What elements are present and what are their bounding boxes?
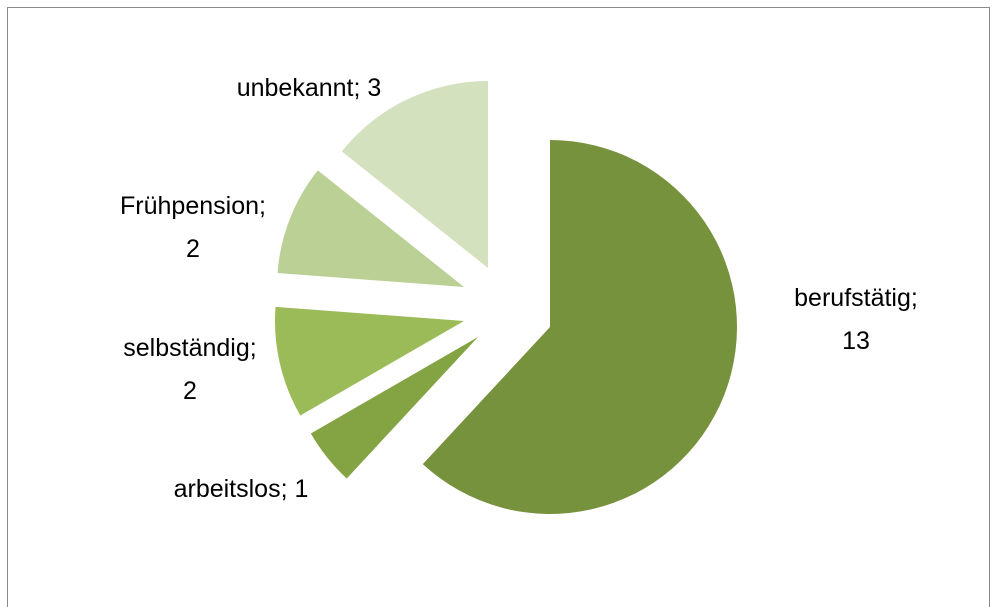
data-label-arbeitslos: arbeitslos; 1 [174, 475, 309, 503]
pie-slice-selbständig [275, 306, 464, 416]
pie-slice-unbekannt [341, 81, 488, 268]
pie-slice-arbeitslos [310, 337, 478, 479]
data-label-frühpension-line-1: Frühpension; [120, 192, 266, 220]
data-label-selbständig-line-2: 2 [183, 377, 197, 405]
data-label-berufstätig-line-2: 13 [842, 327, 870, 355]
data-label-selbständig-line-1: selbständig; [123, 334, 256, 362]
pie-slice-frühpension [277, 170, 464, 287]
chart-frame [7, 7, 990, 607]
data-label-berufstätig-line-1: berufstätig; [794, 284, 918, 312]
pie-slice-berufstätig [422, 140, 738, 514]
data-label-frühpension-line-2: 2 [186, 235, 200, 263]
data-label-unbekannt: unbekannt; 3 [237, 74, 382, 102]
